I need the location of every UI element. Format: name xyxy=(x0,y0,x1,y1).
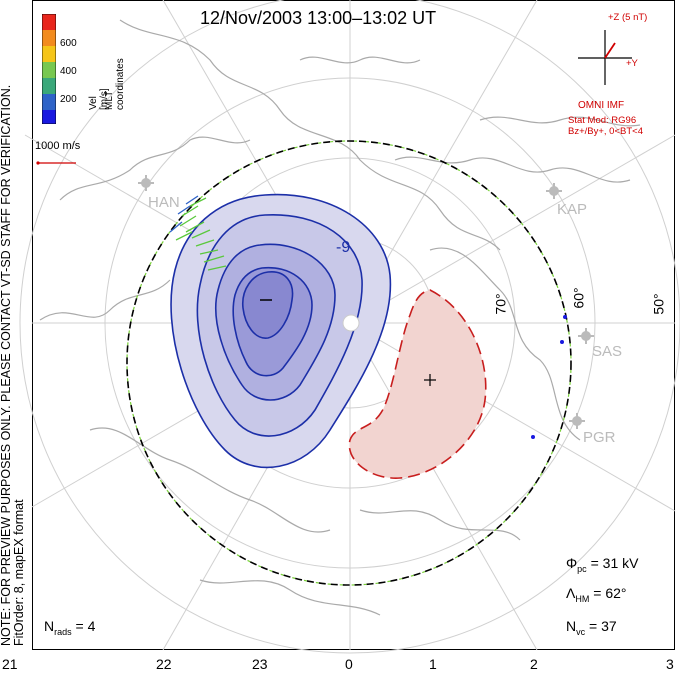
velocity-vectors-blue xyxy=(169,195,199,233)
station-markers xyxy=(138,175,594,429)
station-pgr: PGR xyxy=(583,429,616,446)
mlt-label-22: 22 xyxy=(156,656,172,672)
mlt-label-0: 0 xyxy=(345,656,353,672)
legend-coord-label: MLT coordinates xyxy=(104,58,126,110)
velocity-scale-label: 1000 m/s xyxy=(35,140,81,152)
legend-tick-400: 400 xyxy=(60,66,77,77)
radar-count-value: 4 xyxy=(87,618,96,634)
latitude-60-label: 60° xyxy=(570,287,587,309)
radar-count: Nrads = 4 xyxy=(44,618,96,637)
negative-convection-cell xyxy=(170,193,392,469)
vector-count-value: 37 xyxy=(601,618,617,634)
legend-tick-200: 200 xyxy=(60,94,77,105)
station-pgr-marker xyxy=(569,413,585,429)
fit-order-note: FitOrder: 8, mapEX format xyxy=(12,499,26,646)
velocity-color-bar xyxy=(42,14,56,124)
station-han: HAN xyxy=(148,194,180,211)
station-sas: SAS xyxy=(592,343,623,360)
cross-polar-potential-value: 31 kV xyxy=(602,555,639,571)
imf-clock-icon xyxy=(578,30,632,85)
station-han-marker xyxy=(138,175,154,191)
cross-polar-potential: Φpc = 31 kV xyxy=(566,555,639,574)
station-sas-marker xyxy=(578,328,594,344)
mlt-label-3: 3 xyxy=(666,656,674,672)
legend-tick-600: 600 xyxy=(60,38,77,49)
positive-convection-cell xyxy=(348,289,487,479)
cell-markers: -9 xyxy=(260,239,436,386)
mlt-label-21: 21 xyxy=(2,656,18,672)
station-kap-marker xyxy=(546,183,562,199)
preview-note: NOTE: FOR PREVIEW PURPOSES ONLY. PLEASE … xyxy=(0,85,26,646)
station-kap: KAP xyxy=(557,201,588,218)
negative-potential-value: -9 xyxy=(336,239,350,256)
imf-z-label: +Z (5 nT) xyxy=(608,12,648,23)
stat-model-line1: Stat Mod: RG96 xyxy=(568,115,637,126)
imf-source: OMNI IMF xyxy=(578,100,625,111)
velocity-vectors xyxy=(175,197,227,271)
vector-origin-dots xyxy=(531,315,567,439)
heppner-maynard-boundary xyxy=(126,140,572,586)
heppner-maynard-latitude: ΛHM = 62° xyxy=(566,585,627,604)
mlt-label-1: 1 xyxy=(429,656,437,672)
imf-y-label: +Y xyxy=(626,58,638,69)
stat-model-line2: Bz+/By+, 0<BT<4 xyxy=(568,126,643,137)
mlt-label-2: 2 xyxy=(530,656,538,672)
map-frame xyxy=(32,0,675,650)
latitude-50-label: 50° xyxy=(650,293,667,315)
coastlines xyxy=(39,19,641,616)
mlt-label-23: 23 xyxy=(252,656,268,672)
map-title: 12/Nov/2003 13:00–13:02 UT xyxy=(200,8,437,28)
vector-count: Nvc = 37 xyxy=(566,618,617,637)
heppner-maynard-latitude-value: 62° xyxy=(605,585,627,601)
latitude-70-label: 70° xyxy=(492,293,509,315)
